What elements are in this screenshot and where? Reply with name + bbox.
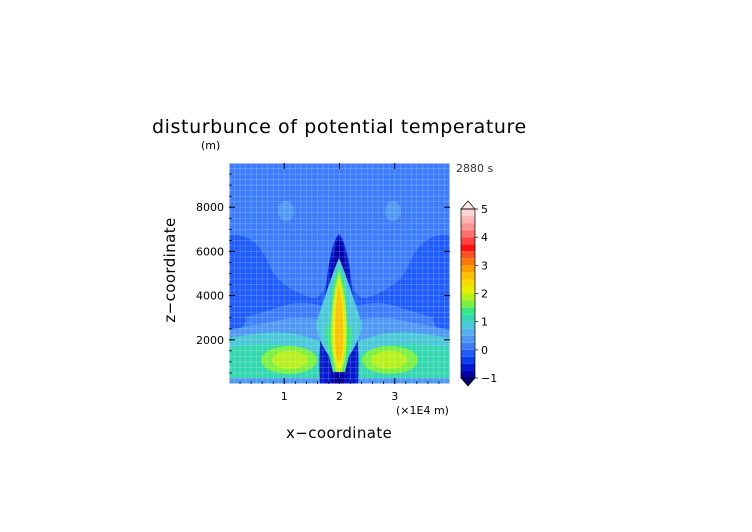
x-axis-unit: (×1E4 m): [396, 404, 449, 417]
colorbar-tick-label: 4: [481, 231, 488, 244]
colorbar-segment: [461, 321, 475, 329]
x-tick-label: 1: [281, 390, 288, 403]
colorbar-segment: [461, 314, 475, 322]
colorbar-segment: [461, 209, 475, 217]
colorbar-segment: [461, 279, 475, 287]
left-edge-bulge: [229, 302, 246, 334]
colorbar-segment: [461, 265, 475, 273]
upper-blob-left: [278, 201, 294, 221]
colorbar-tick-label: −1: [481, 372, 497, 385]
y-tick-label: 4000: [196, 290, 224, 303]
upper-blob-right: [385, 201, 401, 221]
colorbar-tick-label: 5: [481, 203, 488, 216]
colorbar-segment: [461, 237, 475, 245]
colorbar-over-triangle: [460, 200, 476, 210]
contour-field: [229, 163, 450, 384]
y-tick-label: 2000: [196, 334, 224, 347]
colorbar-segment: [461, 342, 475, 350]
colorbar-tick-label: 2: [481, 288, 488, 301]
colorbar-segment: [461, 349, 475, 357]
side-finger-left: [322, 290, 332, 330]
colorbar-under-triangle: [460, 377, 476, 387]
colorbar-segment: [461, 293, 475, 301]
y-axis-unit: (m): [201, 139, 221, 152]
colorbar-segment: [461, 328, 475, 336]
colorbar-segment: [461, 223, 475, 231]
x-axis-label: x−coordinate: [286, 424, 393, 442]
x-tick-label: 3: [391, 390, 398, 403]
lower-lobe-right-core: [371, 351, 407, 369]
colorbar-segment: [461, 370, 475, 378]
plume-orange-core: [335, 284, 343, 362]
colorbar-segment: [461, 258, 475, 266]
colorbar-segment: [461, 363, 475, 371]
colorbar: −1 0 1 2 3 4 5: [460, 200, 497, 387]
side-finger-right: [346, 290, 356, 330]
y-axis-ticks: 2000 4000 6000 8000: [196, 173, 450, 374]
right-edge-bulge: [433, 302, 450, 334]
chart-title: disturbunce of potential temperature: [152, 116, 527, 138]
colorbar-segment: [461, 230, 475, 238]
colorbar-segment: [461, 286, 475, 294]
colorbar-segment: [461, 251, 475, 259]
colorbar-segment: [461, 216, 475, 224]
colorbar-segment: [461, 300, 475, 308]
colorbar-tick-label: 0: [481, 344, 488, 357]
x-tick-label: 2: [336, 390, 343, 403]
y-tick-label: 8000: [196, 201, 224, 214]
lower-lobe-left-core: [272, 351, 308, 369]
x-axis-ticks: 1 2 3: [239, 163, 440, 403]
colorbar-segment: [461, 307, 475, 315]
colorbar-segment: [461, 272, 475, 280]
colorbar-segment: [461, 356, 475, 364]
colorbar-segment: [461, 335, 475, 343]
colorbar-tick-label: 1: [481, 316, 488, 329]
time-stamp: 2880 s: [456, 162, 494, 175]
colorbar-segment: [461, 244, 475, 252]
colorbar-tick-label: 3: [481, 259, 488, 272]
y-tick-label: 6000: [196, 245, 224, 258]
